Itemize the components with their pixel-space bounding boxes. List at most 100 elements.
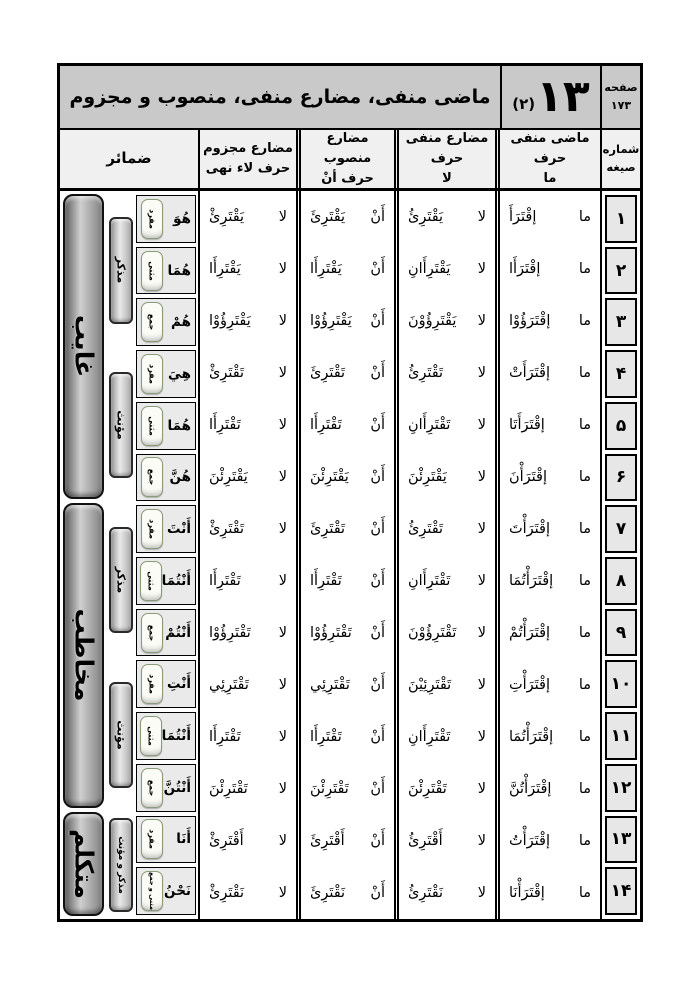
particle-text: لا — [477, 781, 486, 797]
verb-text: يَقْتَرِئُ — [408, 209, 444, 225]
verb-cell: لا تَقْتَرِؤُوْنَ — [399, 607, 495, 659]
verb-text: إقْتَرَأْنَ — [509, 469, 548, 485]
particle-text: أَنْ — [370, 625, 385, 641]
particle-text: لا — [278, 469, 287, 485]
particle-text: لا — [477, 729, 486, 745]
number-badge: مفرد — [141, 198, 163, 239]
verb-cell: ما إقْتَرَأْنَ — [500, 451, 600, 503]
particle-text: أَنْ — [370, 573, 385, 589]
verb-text: أَقْتَرِئْ — [209, 833, 244, 849]
verb-cell: أَنْ تَقْتَرِأَا — [301, 711, 394, 763]
row-number-cell: ۲ — [605, 246, 637, 295]
verb-cell: لا تَقْتَرِئِي — [200, 659, 296, 711]
number-badge: مفرد — [141, 664, 163, 705]
number-badge-text: مفرد — [147, 364, 157, 384]
number-badge: مفرد — [141, 819, 163, 860]
verb-text: تَقْتَرِئْنَ — [310, 781, 349, 797]
pronoun-text: أَنْتِ — [167, 676, 191, 693]
verb-cell: لا يَقْتَرِئْنَ — [200, 451, 296, 503]
pronoun-text: هُمَا — [167, 417, 191, 434]
verb-cell: ما إقْتَرَأْتُنَّ — [500, 763, 600, 815]
verb-text: إقْتَرَأْتَ — [509, 521, 551, 537]
gender-bar-both: مذکر و مؤنث — [108, 817, 133, 912]
particle-text: أَنْ — [370, 833, 385, 849]
row-number-cell: ۱۰ — [605, 660, 637, 709]
pronoun-cell: أَنَا مفرد — [136, 815, 196, 864]
verb-cell: لا يَقْتَرِؤُوْا — [200, 295, 296, 347]
number-badge-text: مثنی — [146, 726, 156, 746]
particle-text: لا — [477, 313, 486, 329]
verb-cell: ما إقْتَرَأْتُمْ — [500, 607, 600, 659]
particle-text: ما — [578, 261, 591, 277]
row-number-cell: ۱ — [605, 195, 637, 243]
pronoun-text: أَنْتُنَّ — [163, 779, 191, 796]
pronoun-text: أَنْتُمَا — [161, 728, 191, 745]
particle-text: ما — [578, 209, 591, 225]
verb-text: تَقْتَرِأَا — [310, 417, 342, 433]
verb-cell: لا تَقْتَرِئُ — [399, 503, 495, 555]
lesson-number-cell: ۱۳ (۲) — [500, 66, 602, 128]
verb-text: تَقْتَرِأَا — [209, 729, 241, 745]
verb-cell: ما إقْتَرَأَ — [500, 191, 600, 243]
verb-cell: لا أَقْتَرِئْ — [200, 815, 296, 867]
verb-cell: أَنْ تَقْتَرِأَا — [301, 555, 394, 607]
verb-cell: لا تَقْتَرِئُ — [399, 347, 495, 399]
mozare-manfi-column: لا يَقْتَرِئُ لا يَقْتَرِأَانِ لا يَقْتَرِؤُو… — [399, 191, 500, 919]
person-bars-column: غایب مخاطب متکلم — [60, 191, 107, 919]
column-header-row: شماره صیغه ماضی منفی حرف ما مضارع منفی ح… — [60, 130, 640, 191]
verb-text: تَقْتَرِئْ — [209, 521, 245, 537]
verb-text: يَقْتَرِؤُوْنَ — [408, 313, 457, 329]
verb-text: تَقْتَرِئُ — [408, 521, 444, 537]
verb-cell: أَنْ يَقْتَرِأَا — [301, 243, 394, 295]
verb-text: يَقْتَرِئْنَ — [408, 469, 447, 485]
row-number-cell: ۵ — [605, 401, 637, 450]
verb-text: أَقْتَرِئَ — [310, 833, 345, 849]
particle-text: لا — [278, 573, 287, 589]
mozare-majzum-column: لا يَقْتَرِئْ لا يَقْتَرِأَا لا يَقْتَرِؤُوْا… — [200, 191, 301, 919]
conjugation-table: صفحه ۱۷۳ ۱۳ (۲) ماضی منفی، مضارع منفی، م… — [57, 63, 643, 922]
row-number-cell: ۱۳ — [605, 815, 637, 864]
verb-text: تَقْتَرِأَانِ — [408, 729, 451, 745]
number-badge-text: مفرد — [147, 829, 157, 850]
particle-text: لا — [477, 625, 486, 641]
particle-text: أَنْ — [370, 209, 385, 225]
number-badge-text: مفرد — [147, 208, 157, 229]
page-number: ۱۷۳ — [610, 99, 632, 112]
row-number-cell: ۶ — [605, 453, 637, 502]
verb-text: تَقْتَرِأَا — [209, 417, 241, 433]
particle-text: أَنْ — [370, 365, 385, 381]
particle-text: ما — [578, 729, 591, 745]
number-badge: مثنی — [141, 250, 163, 291]
pronoun-cell: أَنْتُمَا مثنی — [136, 557, 196, 605]
number-badge-text: جمع — [147, 469, 157, 486]
particle-text: لا — [278, 313, 287, 329]
row-number-cell: ۹ — [605, 608, 637, 657]
verb-text: نَقْتَرِئْ — [209, 885, 245, 901]
verb-cell: لا تَقْتَرِئِيْنَ — [399, 659, 495, 711]
particle-text: لا — [278, 521, 287, 537]
particle-text: لا — [477, 209, 486, 225]
row-number-cell: ۱۲ — [605, 763, 637, 812]
verb-text: يَقْتَرِؤُوْا — [310, 313, 352, 329]
particle-text: ما — [578, 573, 591, 589]
pronoun-text: هُنَّ — [169, 469, 191, 486]
pronoun-cell: هُنَّ جمع — [136, 453, 196, 502]
person-bar-motakallem: متکلم — [63, 811, 104, 916]
pronoun-cell: هُوَ مفرد — [136, 195, 196, 243]
verb-text: إقْتَرَأَا — [509, 261, 541, 277]
verb-cell: أَنْ تَقْتَرِئَ — [301, 347, 394, 399]
verb-cell: لا تَقْتَرِئْ — [200, 503, 296, 555]
number-badge: جمع — [141, 767, 163, 808]
gender-slot: مذکر و مؤنث — [108, 812, 133, 917]
verb-cell: أَنْ تَقْتَرِؤُوْا — [301, 607, 394, 659]
verb-cell: أَنْ تَقْتَرِئِي — [301, 659, 394, 711]
verb-text: تَقْتَرِئْنَ — [408, 781, 447, 797]
pronoun-column: هُوَ مفرد هُمَا مثنی هُمْ جمع هِيَ مفرد هُمَا مثن… — [134, 191, 198, 919]
pronoun-text: هِيَ — [167, 366, 191, 383]
verb-cell: أَنْ يَقْتَرِؤُوْا — [301, 295, 394, 347]
mozare-mansub-column: أَنْ يَقْتَرِئَ أَنْ يَقْتَرِأَا أَنْ يَقْتَر… — [301, 191, 399, 919]
particle-text: أَنْ — [370, 781, 385, 797]
pronoun-cell: أَنْتَ مفرد — [136, 505, 196, 554]
verb-cell: لا تَقْتَرِئْ — [200, 347, 296, 399]
particle-text: أَنْ — [370, 885, 385, 901]
